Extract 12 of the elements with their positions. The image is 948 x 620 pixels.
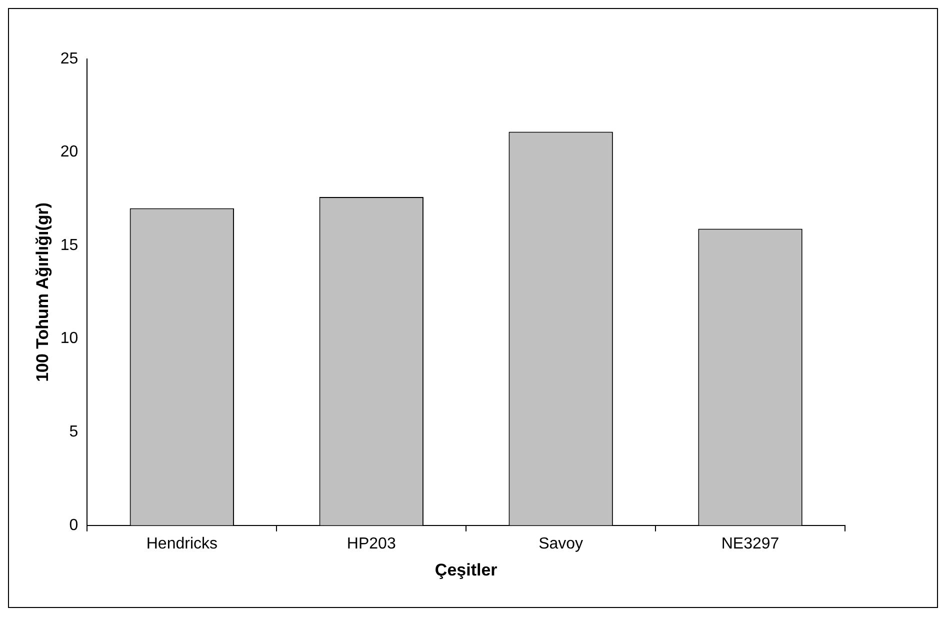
y-tick-label: 5	[69, 424, 78, 441]
x-tick-label: Savoy	[538, 535, 584, 552]
x-tick-label: Hendricks	[146, 535, 218, 552]
y-tick-label: 20	[60, 144, 78, 161]
y-tick-label: 25	[60, 50, 78, 68]
y-tick-label: 10	[60, 330, 78, 348]
y-tick-label: 15	[60, 236, 78, 254]
y-axis-title: 100 Tohum Ağırlığı(gr)	[32, 202, 52, 382]
x-tick-label: NE3297	[721, 535, 780, 552]
x-tick-label: HP203	[346, 535, 396, 552]
y-tick-label: 0	[69, 516, 78, 534]
x-axis-title: Çeşitler	[434, 560, 498, 580]
